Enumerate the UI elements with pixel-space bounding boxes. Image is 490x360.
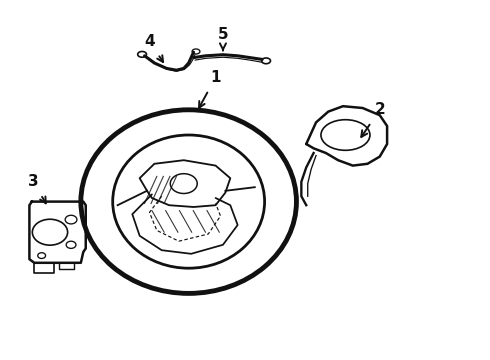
Text: 3: 3	[28, 174, 46, 203]
Text: 4: 4	[144, 34, 163, 62]
Text: 2: 2	[361, 102, 385, 137]
Text: 1: 1	[199, 70, 221, 108]
Text: 5: 5	[218, 27, 228, 50]
